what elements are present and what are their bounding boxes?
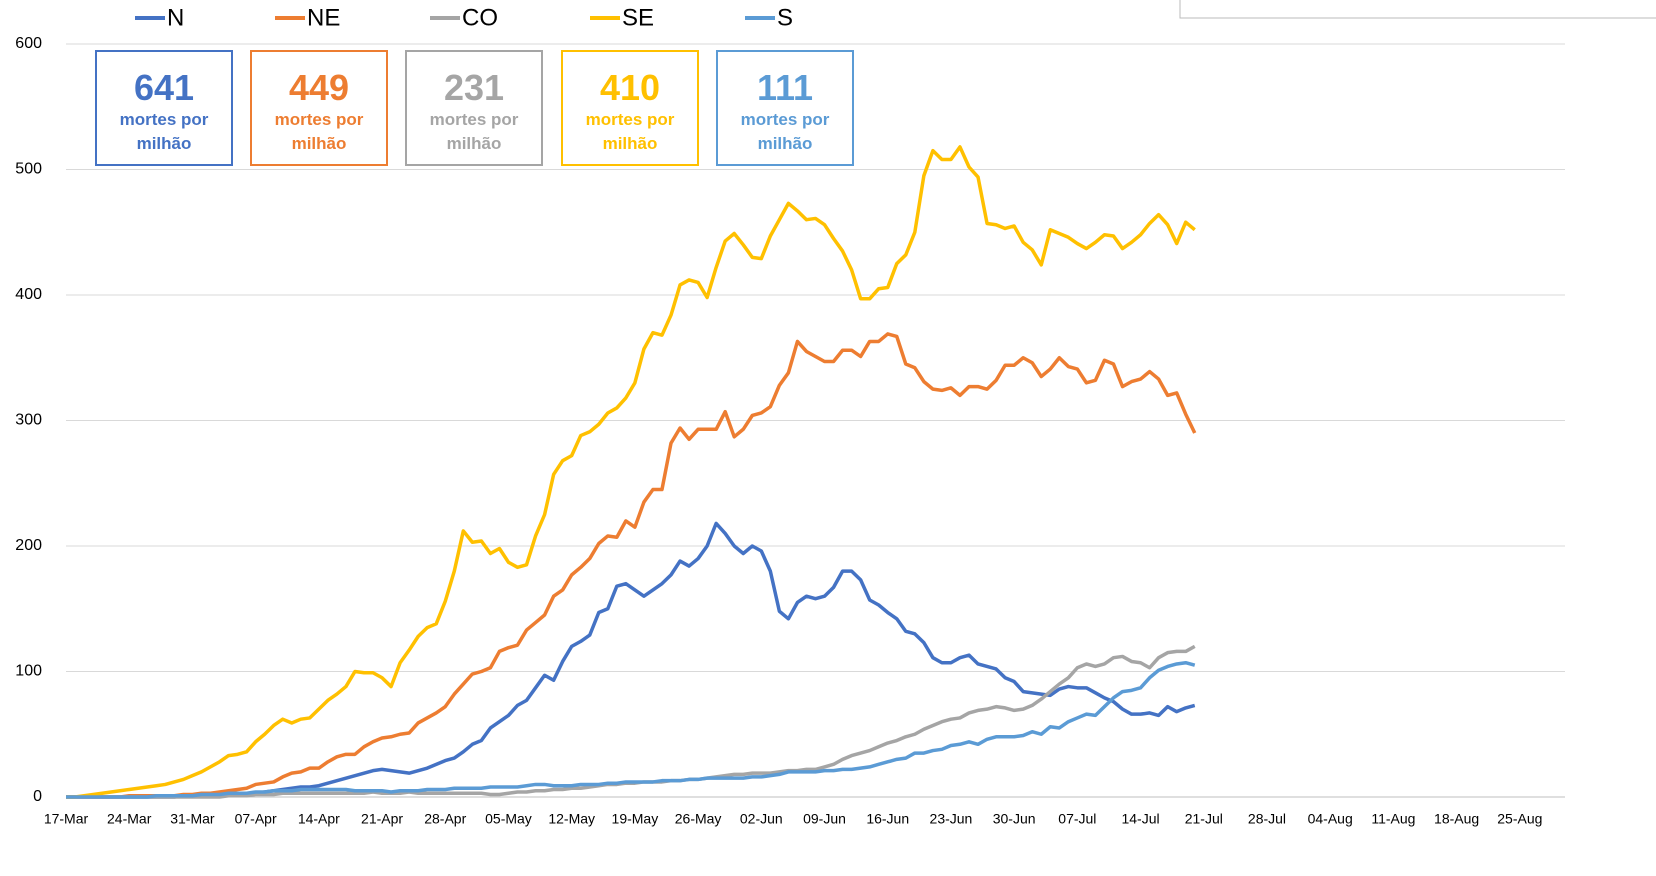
x-tick-label: 07-Apr — [235, 811, 277, 827]
x-tick-label: 28-Apr — [424, 811, 466, 827]
x-tick-label: 31-Mar — [170, 811, 215, 827]
x-tick-label: 26-May — [675, 811, 722, 827]
stat-box: 231 mortes por milhão — [405, 50, 543, 166]
y-tick-label: 100 — [15, 663, 42, 680]
stat-caption: mortes por milhão — [740, 110, 830, 153]
x-tick-label: 09-Jun — [803, 811, 846, 827]
series-line — [66, 145, 1196, 799]
x-tick-label: 12-May — [548, 811, 595, 827]
x-tick-label: 17-Mar — [44, 811, 89, 827]
legend-label: N — [167, 4, 184, 31]
stat-value: 641 — [133, 67, 195, 108]
y-tick-label: 0 — [33, 788, 42, 805]
x-tick-label: 14-Jul — [1121, 811, 1159, 827]
stat-box: 111 mortes por milhão — [716, 50, 854, 166]
x-tick-label: 19-May — [612, 811, 659, 827]
x-tick-label: 25-Aug — [1497, 811, 1542, 827]
legend-label: SE — [622, 4, 654, 31]
series-line — [66, 660, 1196, 799]
x-tick-label: 30-Jun — [993, 811, 1036, 827]
stat-value: 449 — [288, 67, 350, 108]
stat-value: 410 — [599, 67, 661, 108]
x-tick-label: 14-Apr — [298, 811, 340, 827]
y-tick-label: 400 — [15, 286, 42, 303]
stat-caption: mortes por milhão — [429, 110, 519, 153]
stat-box: 410 mortes por milhão — [561, 50, 699, 166]
y-tick-label: 200 — [15, 537, 42, 554]
x-tick-label: 16-Jun — [866, 811, 909, 827]
x-tick-label: 04-Aug — [1308, 811, 1353, 827]
x-tick-label: 02-Jun — [740, 811, 783, 827]
x-tick-label: 24-Mar — [107, 811, 152, 827]
stat-caption: mortes por milhão — [585, 110, 675, 153]
y-tick-label: 600 — [15, 35, 42, 52]
stat-caption: mortes por milhão — [274, 110, 364, 153]
stat-caption: mortes por milhão — [119, 110, 209, 153]
stat-value: 111 — [756, 67, 814, 108]
y-tick-label: 300 — [15, 412, 42, 429]
x-tick-label: 18-Aug — [1434, 811, 1479, 827]
x-tick-label: 11-Aug — [1371, 811, 1415, 827]
y-tick-label: 500 — [15, 161, 42, 178]
stat-box: 449 mortes por milhão — [250, 50, 388, 166]
x-tick-label: 07-Jul — [1058, 811, 1096, 827]
x-tick-label: 23-Jun — [930, 811, 973, 827]
stat-value: 231 — [443, 67, 505, 108]
series-line — [66, 644, 1196, 799]
legend-label: CO — [462, 4, 498, 31]
x-tick-label: 28-Jul — [1248, 811, 1286, 827]
stat-box: 641 mortes por milhão — [95, 50, 233, 166]
panel-edge — [1179, 0, 1656, 19]
legend-label: S — [777, 4, 793, 31]
x-tick-label: 21-Apr — [361, 811, 403, 827]
legend-label: NE — [307, 4, 340, 31]
x-tick-label: 21-Jul — [1185, 811, 1223, 827]
series-line — [66, 332, 1197, 799]
x-tick-label: 05-May — [485, 811, 532, 827]
